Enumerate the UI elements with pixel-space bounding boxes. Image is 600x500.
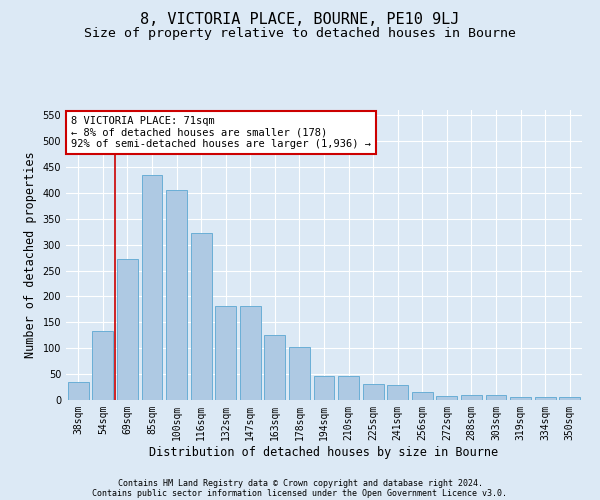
Bar xyxy=(68,382,89,400)
Bar xyxy=(436,396,457,400)
Bar xyxy=(535,398,556,400)
Bar xyxy=(362,384,383,400)
Bar xyxy=(461,395,482,400)
Bar xyxy=(265,336,286,400)
Bar xyxy=(215,306,236,400)
Y-axis label: Number of detached properties: Number of detached properties xyxy=(24,152,37,358)
Bar xyxy=(166,190,187,400)
Text: Contains public sector information licensed under the Open Government Licence v3: Contains public sector information licen… xyxy=(92,488,508,498)
Bar xyxy=(559,398,580,400)
Bar xyxy=(338,376,359,400)
X-axis label: Distribution of detached houses by size in Bourne: Distribution of detached houses by size … xyxy=(149,446,499,458)
Bar xyxy=(314,376,334,400)
Text: Size of property relative to detached houses in Bourne: Size of property relative to detached ho… xyxy=(84,28,516,40)
Bar xyxy=(289,346,310,400)
Bar xyxy=(240,306,261,400)
Bar xyxy=(92,331,113,400)
Bar xyxy=(191,233,212,400)
Text: 8, VICTORIA PLACE, BOURNE, PE10 9LJ: 8, VICTORIA PLACE, BOURNE, PE10 9LJ xyxy=(140,12,460,28)
Bar xyxy=(510,398,531,400)
Text: Contains HM Land Registry data © Crown copyright and database right 2024.: Contains HM Land Registry data © Crown c… xyxy=(118,478,482,488)
Text: 8 VICTORIA PLACE: 71sqm
← 8% of detached houses are smaller (178)
92% of semi-de: 8 VICTORIA PLACE: 71sqm ← 8% of detached… xyxy=(71,116,371,149)
Bar xyxy=(142,174,163,400)
Bar xyxy=(412,392,433,400)
Bar xyxy=(485,395,506,400)
Bar xyxy=(387,385,408,400)
Bar xyxy=(117,259,138,400)
